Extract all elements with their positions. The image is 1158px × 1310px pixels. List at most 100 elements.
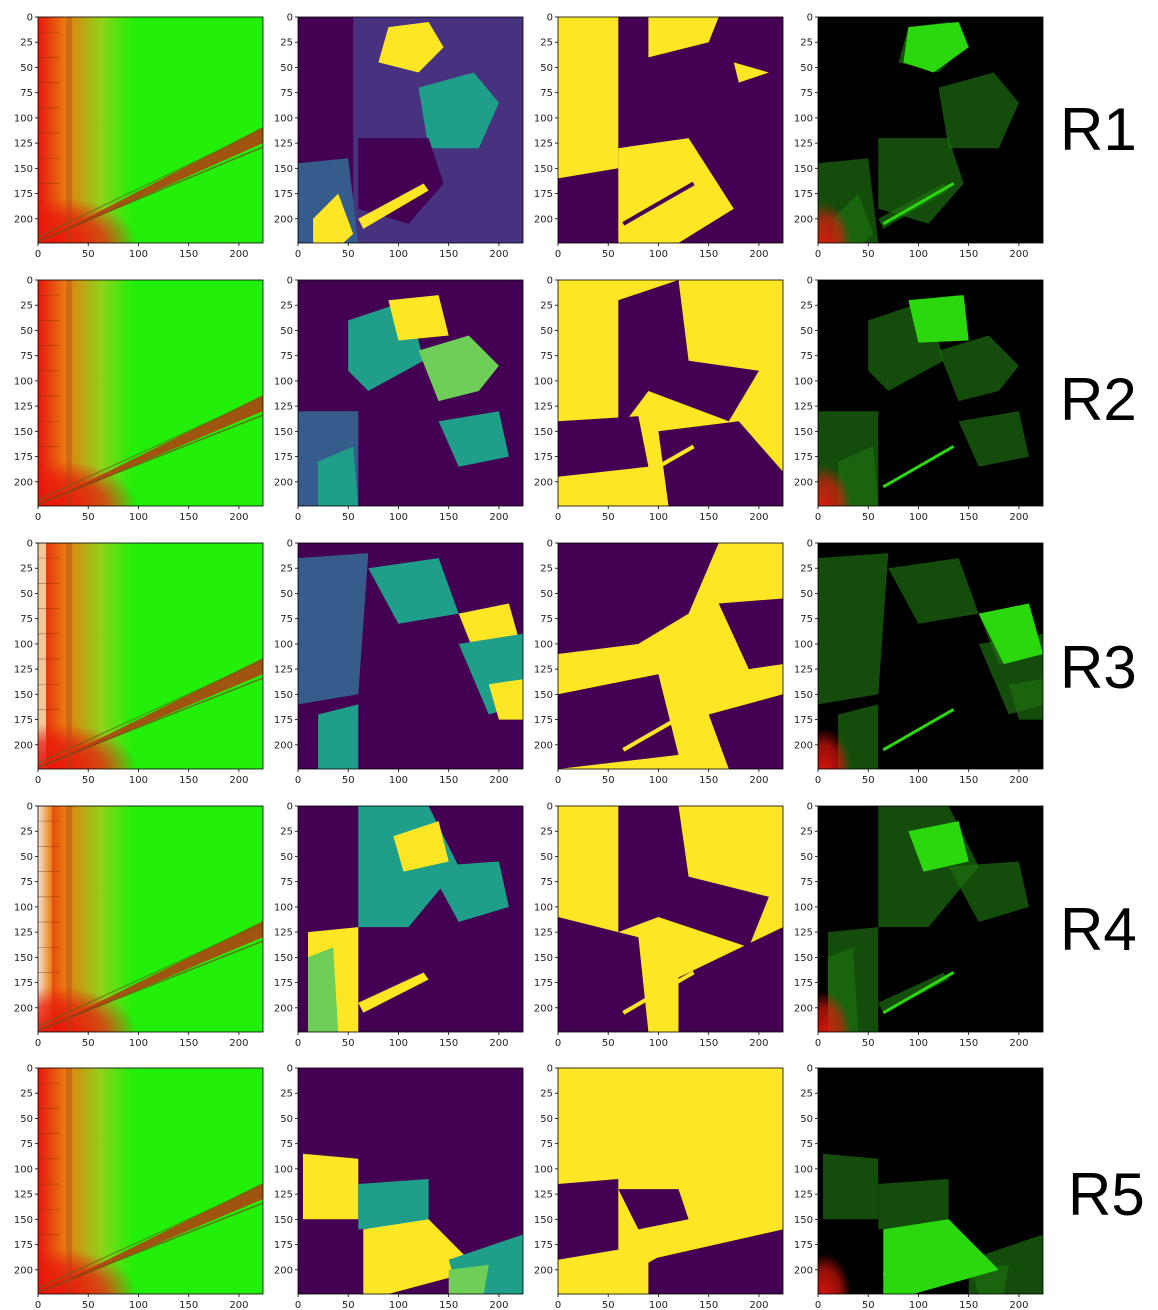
panel-r2-c2: 0 25 50 75 100 125 150 175 200 0 50 100 150 200 bbox=[274, 276, 524, 523]
y-tick-label: 150 bbox=[534, 690, 553, 701]
x-tick-label: 50 bbox=[342, 512, 355, 523]
segment-region bbox=[358, 183, 429, 229]
y-tick-label: 25 bbox=[800, 1089, 813, 1100]
y-tick-label: 200 bbox=[14, 1265, 33, 1276]
x-tick-label: 150 bbox=[179, 512, 198, 523]
panel-frame bbox=[37, 1067, 264, 1295]
y-tick-label: 150 bbox=[274, 953, 293, 964]
y-tick-label: 50 bbox=[20, 589, 33, 600]
segment-region bbox=[368, 558, 459, 624]
x-tick-label: 150 bbox=[439, 512, 458, 523]
y-tick-label: 25 bbox=[540, 38, 553, 49]
panel-r5-c3: 0 25 50 75 100 125 150 175 200 0 50 100 150 200 bbox=[534, 1064, 784, 1310]
panel-frame bbox=[297, 542, 524, 770]
overlay-region bbox=[958, 411, 1029, 467]
y-tick-label: 200 bbox=[794, 1003, 813, 1014]
x-tick-label: 100 bbox=[909, 1038, 928, 1049]
y-tick-label: 25 bbox=[540, 1089, 553, 1100]
panel-frame bbox=[817, 1067, 1044, 1295]
x-tick-label: 50 bbox=[602, 775, 615, 786]
x-tick-label: 150 bbox=[959, 1300, 978, 1310]
y-tick-label: 50 bbox=[280, 852, 293, 863]
panel-frame bbox=[557, 279, 784, 507]
x-tick-label: 0 bbox=[295, 775, 301, 786]
y-tick-label: 0 bbox=[547, 13, 553, 24]
overlay-region bbox=[938, 335, 1019, 402]
panel-r5-c1: 0 25 50 75 100 125 150 175 200 0 50 100 150 200 bbox=[14, 1064, 264, 1310]
y-tick-label: 200 bbox=[534, 740, 553, 751]
x-tick-label: 200 bbox=[489, 1038, 508, 1049]
y-tick-label: 75 bbox=[800, 614, 813, 625]
x-tick-label: 200 bbox=[1009, 512, 1028, 523]
x-tick-label: 200 bbox=[749, 249, 768, 260]
segment-region bbox=[393, 821, 449, 872]
row-label-3: R3 bbox=[1060, 634, 1137, 701]
y-tick-label: 100 bbox=[274, 902, 293, 913]
y-tick-label: 25 bbox=[280, 38, 293, 49]
y-tick-label: 75 bbox=[20, 351, 33, 362]
y-tick-label: 0 bbox=[27, 276, 33, 287]
y-tick-label: 150 bbox=[794, 427, 813, 438]
y-tick-label: 75 bbox=[280, 88, 293, 99]
segment-region bbox=[378, 22, 444, 73]
panel-image bbox=[558, 280, 783, 506]
segment-region bbox=[318, 446, 359, 506]
x-tick-label: 200 bbox=[229, 1038, 248, 1049]
panel-image bbox=[558, 1068, 783, 1294]
row-label-5: R5 bbox=[1068, 1161, 1145, 1228]
x-tick-label: 0 bbox=[35, 1300, 41, 1310]
y-tick-label: 100 bbox=[794, 1164, 813, 1175]
y-tick-label: 175 bbox=[534, 1240, 553, 1251]
y-tick-label: 125 bbox=[534, 928, 553, 939]
panel-frame bbox=[817, 805, 1044, 1033]
y-tick-label: 150 bbox=[534, 164, 553, 175]
y-tick-label: 175 bbox=[794, 715, 813, 726]
y-tick-label: 75 bbox=[280, 614, 293, 625]
y-tick-label: 50 bbox=[280, 589, 293, 600]
y-tick-label: 0 bbox=[807, 1064, 813, 1075]
panel-frame bbox=[817, 279, 1044, 507]
panel-frame bbox=[297, 16, 524, 244]
y-tick-label: 200 bbox=[274, 1265, 293, 1276]
overlay-region bbox=[908, 821, 969, 872]
y-tick-label: 150 bbox=[794, 1215, 813, 1226]
y-tick-label: 150 bbox=[794, 953, 813, 964]
y-tick-label: 25 bbox=[800, 827, 813, 838]
x-tick-label: 150 bbox=[959, 249, 978, 260]
panel-r1-c1: 0 25 50 75 100 125 150 175 200 0 50 100 150 200 bbox=[14, 13, 264, 260]
y-tick-label: 125 bbox=[274, 402, 293, 413]
panel-r3-c4: 0 25 50 75 100 125 150 175 200 0 50 100 150 200 bbox=[794, 539, 1044, 786]
y-tick-label: 50 bbox=[20, 326, 33, 337]
y-tick-label: 50 bbox=[540, 852, 553, 863]
y-tick-label: 25 bbox=[280, 1089, 293, 1100]
x-tick-label: 100 bbox=[389, 1038, 408, 1049]
x-tick-label: 100 bbox=[389, 512, 408, 523]
x-tick-label: 50 bbox=[862, 249, 875, 260]
y-tick-label: 0 bbox=[287, 13, 293, 24]
y-tick-label: 200 bbox=[14, 214, 33, 225]
y-tick-label: 50 bbox=[280, 63, 293, 74]
x-tick-label: 0 bbox=[295, 1038, 301, 1049]
y-tick-label: 150 bbox=[534, 953, 553, 964]
panel-r3-c2: 0 25 50 75 100 125 150 175 200 0 50 100 150 200 bbox=[274, 539, 524, 786]
y-tick-label: 125 bbox=[534, 139, 553, 150]
panel-r3-c1: 0 25 50 75 100 125 150 175 200 0 50 100 150 200 bbox=[14, 539, 264, 786]
y-tick-label: 100 bbox=[274, 376, 293, 387]
x-tick-label: 50 bbox=[602, 1038, 615, 1049]
y-tick-label: 75 bbox=[20, 88, 33, 99]
panel-r4-c1: 0 25 50 75 100 125 150 175 200 0 50 100 150 200 bbox=[14, 802, 264, 1049]
y-tick-label: 50 bbox=[800, 852, 813, 863]
panel-frame bbox=[557, 16, 784, 244]
y-tick-label: 50 bbox=[800, 326, 813, 337]
overlay-region bbox=[878, 138, 964, 224]
panel-image bbox=[38, 806, 263, 1032]
y-tick-label: 25 bbox=[20, 1089, 33, 1100]
x-tick-label: 100 bbox=[909, 512, 928, 523]
y-tick-label: 200 bbox=[534, 1003, 553, 1014]
panel-r3-c3: 0 25 50 75 100 125 150 175 200 0 50 100 150 200 bbox=[534, 539, 784, 786]
y-tick-label: 100 bbox=[534, 902, 553, 913]
x-tick-label: 150 bbox=[959, 512, 978, 523]
y-tick-label: 125 bbox=[14, 928, 33, 939]
mask-region bbox=[658, 421, 783, 506]
y-tick-label: 200 bbox=[14, 740, 33, 751]
